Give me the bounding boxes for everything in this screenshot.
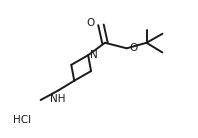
- Text: O: O: [129, 43, 137, 53]
- Text: N: N: [90, 50, 98, 60]
- Text: HCl: HCl: [13, 115, 31, 125]
- Text: NH: NH: [50, 94, 65, 104]
- Text: O: O: [87, 18, 95, 28]
